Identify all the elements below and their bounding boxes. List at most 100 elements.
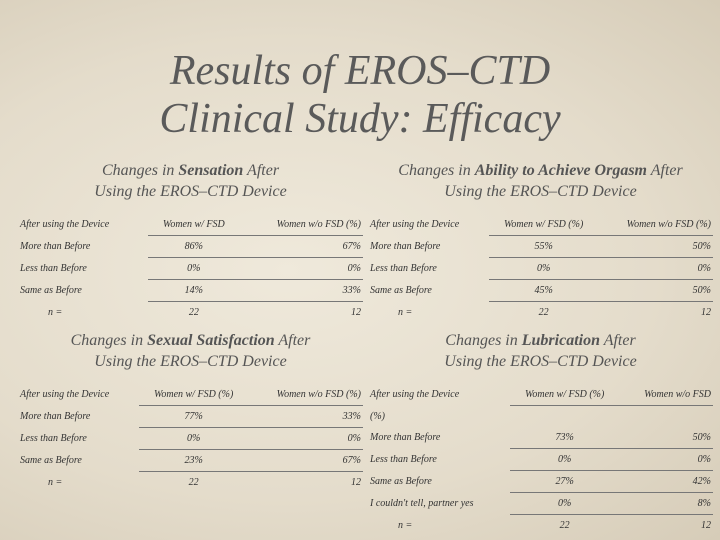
- n-cell: n =: [48, 476, 63, 488]
- table-cell: More than Before: [20, 241, 91, 252]
- heading-emphasis: Sexual Satisfaction: [147, 332, 275, 349]
- table-cell: 67%: [239, 235, 363, 258]
- table-row: More than Before 77% 33%: [18, 405, 363, 428]
- table-cell: 50%: [597, 279, 713, 302]
- table-row: Less than Before 0% 0%: [368, 448, 713, 471]
- table-cell: More than Before: [370, 432, 441, 444]
- panel: Changes in Sexual Satisfaction After Usin…: [18, 330, 363, 493]
- heading-text: Using the EROS–CTD Device: [94, 183, 287, 200]
- column-header: Women w/o FSD (%): [239, 214, 363, 236]
- table-cell: Same as Before: [370, 285, 432, 296]
- table-row: Less than Before 0% 0%: [18, 427, 363, 450]
- table-row: More than Before 86% 67%: [18, 235, 363, 258]
- n-row: n = 22 12: [18, 302, 363, 324]
- table-cell: 0%: [509, 492, 620, 515]
- heading-text: Changes in: [398, 162, 471, 179]
- n-cell: 22: [538, 307, 549, 318]
- table-row: More than Before 55% 50%: [368, 235, 713, 258]
- n-cell: n =: [398, 519, 413, 531]
- data-table: After using the Device Women w/ FSD (%) Wo…: [18, 384, 363, 493]
- table-cell: 86%: [147, 235, 240, 258]
- column-header: Women w/o FSD (%): [247, 384, 363, 406]
- n-row: n = 22 12: [18, 472, 363, 494]
- table-row: Less than Before 0% 0%: [368, 257, 713, 280]
- n-cell: 22: [559, 520, 570, 531]
- n-cell: n =: [48, 306, 63, 318]
- table-cell: 0%: [139, 427, 248, 450]
- heading-text: After: [247, 162, 280, 179]
- table-cell: 27%: [509, 470, 620, 493]
- header-row: After using the Device Women w/ FSD (%) Wo…: [368, 214, 713, 236]
- table-cell: 50%: [619, 427, 713, 449]
- panel-heading: Changes in Lubrication After Using the ER…: [368, 330, 713, 376]
- table-cell: Same as Before: [20, 455, 82, 466]
- n-cell: n =: [398, 306, 413, 318]
- title-line: Results of EROS–CTD: [169, 48, 551, 94]
- n-row: n = 22 12: [368, 302, 713, 324]
- n-cell: 12: [701, 520, 711, 531]
- panel-heading: Changes in Sexual Satisfaction After Usin…: [18, 330, 363, 376]
- heading-text: After: [603, 332, 636, 349]
- header-note: (%): [370, 411, 385, 422]
- table-cell: 0%: [247, 427, 363, 450]
- table-row: I couldn't tell, partner yes 0% 8%: [368, 492, 713, 515]
- panel: Changes in Sensation After Using the EROS…: [18, 160, 363, 323]
- table-cell: Less than Before: [370, 454, 437, 465]
- column-header: Women w/ FSD: [147, 214, 240, 236]
- column-header: After using the Device: [20, 389, 110, 401]
- n-row: n = 22 12: [368, 515, 713, 537]
- table-cell: 55%: [489, 235, 598, 258]
- table-cell: 0%: [509, 448, 620, 471]
- table-cell: Same as Before: [370, 476, 432, 487]
- header-note-row: (%): [368, 406, 713, 428]
- table-cell: 0%: [619, 448, 713, 471]
- table-row: Less than Before 0% 0%: [18, 257, 363, 280]
- table-cell: 0%: [597, 257, 713, 280]
- column-header: Women w/o FSD (%): [597, 214, 713, 236]
- table-cell: Less than Before: [20, 433, 87, 444]
- heading-text: Using the EROS–CTD Device: [94, 353, 287, 370]
- table-cell: Less than Before: [20, 263, 87, 274]
- header-row: After using the Device Women w/ FSD (%) Wo…: [18, 384, 363, 406]
- panel: Changes in Lubrication After Using the ER…: [368, 330, 713, 536]
- column-header: Women w/ FSD (%): [139, 384, 248, 406]
- heading-text: After: [650, 162, 683, 179]
- heading-text: Changes in: [101, 162, 175, 179]
- column-header: Women w/o FSD: [619, 384, 713, 406]
- table-cell: 0%: [239, 257, 363, 280]
- table-row: Same as Before 45% 50%: [368, 279, 713, 302]
- heading-emphasis: Ability to Achieve Orgasm: [474, 162, 647, 179]
- heading-text: Using the EROS–CTD Device: [444, 183, 637, 200]
- table-row: Same as Before 27% 42%: [368, 470, 713, 493]
- data-table: After using the Device Women w/ FSD (%) Wo…: [368, 384, 713, 536]
- column-header: After using the Device: [20, 219, 110, 231]
- table-cell: 14%: [147, 279, 240, 302]
- table-cell: 42%: [619, 470, 713, 493]
- n-cell: 12: [351, 477, 361, 488]
- heading-text: Changes in: [445, 332, 518, 349]
- column-header: After using the Device: [370, 219, 460, 231]
- table-cell: 45%: [489, 279, 598, 302]
- heading-text: After: [278, 332, 311, 349]
- header-row: After using the Device Women w/ FSD (%) Wo…: [368, 384, 713, 406]
- table-cell: 8%: [619, 492, 713, 515]
- n-cell: 22: [188, 477, 199, 488]
- n-cell: 22: [188, 307, 199, 318]
- panel-heading: Changes in Sensation After Using the EROS…: [18, 160, 363, 206]
- table-cell: 73%: [509, 427, 620, 449]
- table-cell: Same as Before: [20, 285, 82, 296]
- column-header: After using the Device: [370, 389, 460, 401]
- table-cell: 33%: [247, 405, 363, 428]
- heading-text: Using the EROS–CTD Device: [444, 353, 637, 370]
- panel-heading: Changes in Ability to Achieve Orgasm Aft…: [368, 160, 713, 206]
- column-header: Women w/ FSD (%): [509, 384, 620, 406]
- header-row: After using the Device Women w/ FSD Women …: [18, 214, 363, 236]
- n-cell: 12: [351, 307, 361, 318]
- table-row: Same as Before 14% 33%: [18, 279, 363, 302]
- heading-text: Changes in: [70, 332, 144, 349]
- table-cell: Less than Before: [370, 263, 437, 274]
- data-table: After using the Device Women w/ FSD (%) Wo…: [368, 214, 713, 323]
- data-table: After using the Device Women w/ FSD Women …: [18, 214, 363, 323]
- column-header: Women w/ FSD (%): [489, 214, 598, 236]
- table-cell: 0%: [147, 257, 240, 280]
